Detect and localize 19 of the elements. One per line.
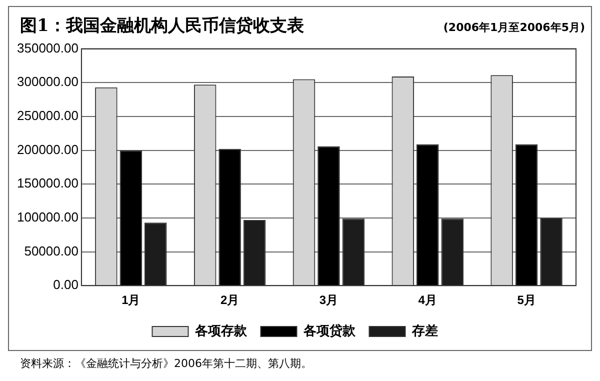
y-tick-label: 350000.00 [17, 40, 78, 56]
legend-label: 各项存款 [194, 324, 248, 339]
y-tick-label: 200000.00 [17, 142, 78, 157]
legend-label: 存差 [410, 324, 438, 339]
x-tick-label: 5月 [517, 293, 536, 308]
chart-subtitle: (2006年1月至2006年5月) [443, 20, 585, 35]
x-tick-label: 4月 [418, 293, 437, 308]
y-tick-label: 0.00 [53, 277, 78, 292]
y-tick-label: 100000.00 [17, 210, 78, 225]
y-tick-label: 150000.00 [17, 176, 78, 191]
y-tick-label: 250000.00 [17, 108, 78, 124]
x-tick-label: 1月 [122, 293, 140, 308]
y-tick-label: 50000.00 [24, 243, 78, 258]
chart-title: 图1：我国金融机构人民币信贷收支表 [20, 15, 304, 37]
x-tick-label: 2月 [220, 293, 240, 308]
x-tick-label: 3月 [319, 293, 338, 308]
text: 资料来源：《金融统计与分析》2006年第十二期、第八期。 [20, 356, 312, 371]
legend-label: 各项贷款 [302, 322, 356, 339]
y-tick-label: 300000.00 [17, 74, 78, 90]
